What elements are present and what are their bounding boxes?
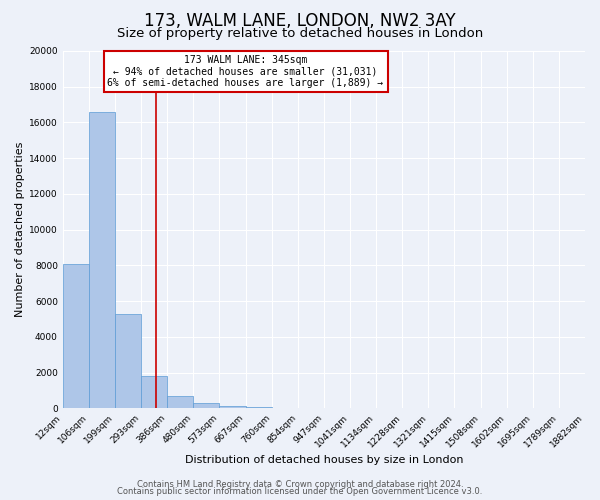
- Text: 173 WALM LANE: 345sqm
← 94% of detached houses are smaller (31,031)
6% of semi-d: 173 WALM LANE: 345sqm ← 94% of detached …: [107, 54, 383, 88]
- Bar: [193, 403, 220, 408]
- Text: 173, WALM LANE, LONDON, NW2 3AY: 173, WALM LANE, LONDON, NW2 3AY: [144, 12, 456, 30]
- Bar: [141, 376, 167, 408]
- Text: Contains public sector information licensed under the Open Government Licence v3: Contains public sector information licen…: [118, 487, 482, 496]
- Y-axis label: Number of detached properties: Number of detached properties: [15, 142, 25, 318]
- Text: Contains HM Land Registry data © Crown copyright and database right 2024.: Contains HM Land Registry data © Crown c…: [137, 480, 463, 489]
- Bar: [167, 396, 193, 408]
- Bar: [115, 314, 141, 408]
- Bar: [220, 406, 245, 408]
- Bar: [89, 112, 115, 408]
- X-axis label: Distribution of detached houses by size in London: Distribution of detached houses by size …: [185, 455, 463, 465]
- Text: Size of property relative to detached houses in London: Size of property relative to detached ho…: [117, 28, 483, 40]
- Bar: [63, 264, 89, 408]
- Bar: [245, 406, 272, 408]
